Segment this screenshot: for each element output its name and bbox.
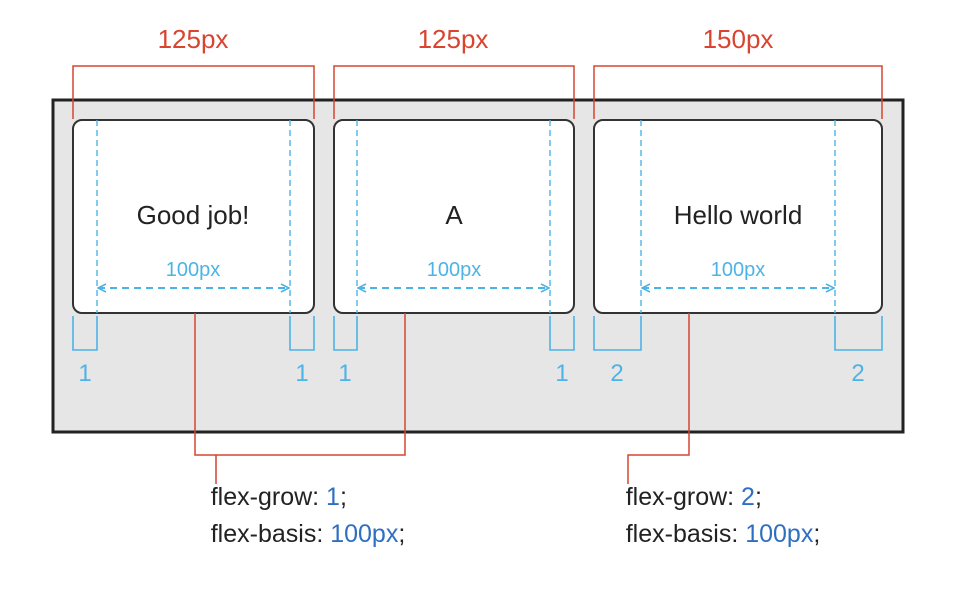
width-label-1: 125px bbox=[158, 24, 229, 54]
flex-item-3-text: Hello world bbox=[674, 200, 803, 230]
rule-leader-2 bbox=[627, 313, 690, 484]
flex-item-3-box bbox=[593, 119, 883, 314]
flex-item-1-text: Good job! bbox=[137, 200, 250, 230]
flex-item-1-box bbox=[72, 119, 315, 314]
flex-item-1: Good job! 100px bbox=[72, 119, 315, 314]
basis-label: 100px bbox=[711, 259, 766, 281]
grow-share-2-left: 1 bbox=[338, 360, 351, 387]
width-bracket-1 bbox=[72, 65, 315, 119]
grow-bracket-1-left bbox=[72, 316, 98, 351]
rule-leader-1 bbox=[194, 313, 406, 456]
grow-share-3-right: 2 bbox=[851, 360, 864, 387]
grow-bracket-1-right bbox=[289, 316, 315, 351]
rule-2-grow: flex-grow: 2; bbox=[591, 483, 783, 511]
rule-leaders bbox=[194, 313, 690, 484]
grow-bracket-2-right bbox=[549, 316, 575, 351]
flex-item-2-text: A bbox=[445, 200, 463, 230]
width-bracket-3 bbox=[593, 65, 883, 119]
grow-bracket-3-left bbox=[593, 316, 642, 351]
rule-1-basis: flex-basis: 100px; bbox=[176, 520, 426, 548]
basis-label: 100px bbox=[427, 259, 482, 281]
grow-share-1-left: 1 bbox=[78, 360, 91, 387]
flex-item-3: Hello world 100px bbox=[593, 119, 883, 314]
width-bracket-2 bbox=[333, 65, 575, 119]
rule-1-grow: flex-grow: 1; bbox=[176, 483, 368, 511]
grow-bracket-2-left bbox=[333, 316, 358, 351]
width-label-2: 125px bbox=[418, 24, 489, 54]
grow-share-1-right: 1 bbox=[295, 360, 308, 387]
flex-item-2: A 100px bbox=[333, 119, 575, 314]
grow-bracket-3-right bbox=[834, 316, 883, 351]
grow-share-2-right: 1 bbox=[555, 360, 568, 387]
flex-item-2-box bbox=[333, 119, 575, 314]
width-label-3: 150px bbox=[703, 24, 774, 54]
basis-label: 100px bbox=[166, 259, 221, 281]
grow-brackets bbox=[72, 316, 883, 351]
rule-2-basis: flex-basis: 100px; bbox=[591, 520, 841, 548]
grow-share-3-left: 2 bbox=[610, 360, 623, 387]
width-brackets bbox=[72, 65, 883, 119]
